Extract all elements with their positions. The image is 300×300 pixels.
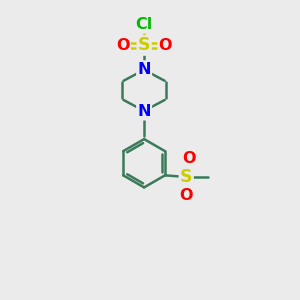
Text: S: S: [138, 37, 150, 55]
Text: S: S: [180, 168, 193, 186]
Text: Cl: Cl: [136, 17, 153, 32]
Text: O: O: [116, 38, 130, 53]
Text: N: N: [137, 61, 151, 76]
Text: O: O: [182, 151, 196, 166]
Text: O: O: [179, 188, 193, 202]
Text: N: N: [137, 104, 151, 119]
Text: O: O: [159, 38, 172, 53]
